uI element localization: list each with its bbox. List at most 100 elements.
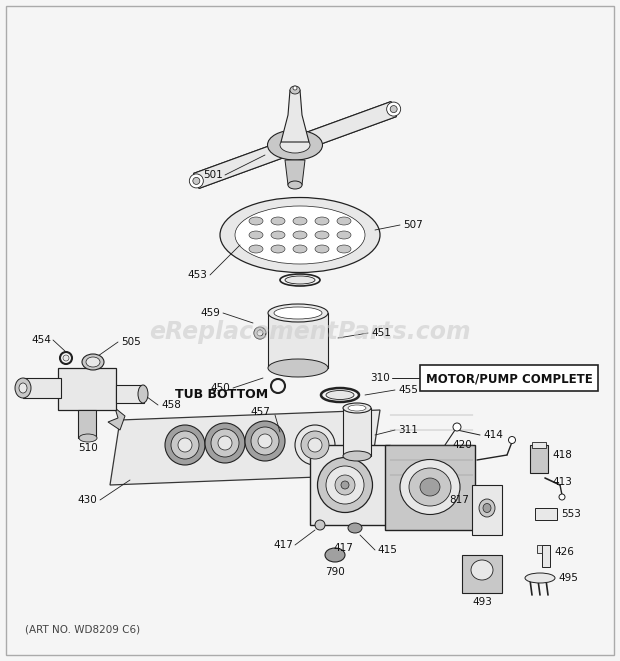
Ellipse shape [193, 177, 200, 184]
Text: TUB BOTTOM: TUB BOTTOM [175, 389, 268, 401]
Ellipse shape [326, 391, 354, 399]
Ellipse shape [220, 198, 380, 272]
Ellipse shape [254, 327, 266, 339]
Ellipse shape [483, 504, 491, 512]
Ellipse shape [267, 130, 322, 160]
Ellipse shape [245, 421, 285, 461]
Ellipse shape [249, 231, 263, 239]
Ellipse shape [218, 436, 232, 450]
Bar [537, 545, 542, 553]
Bar [462, 555, 502, 593]
Ellipse shape [268, 359, 328, 377]
Ellipse shape [293, 231, 307, 239]
Ellipse shape [138, 385, 148, 403]
Ellipse shape [479, 499, 495, 517]
Ellipse shape [271, 245, 285, 253]
Ellipse shape [280, 137, 310, 153]
Polygon shape [110, 410, 380, 485]
Text: 420: 420 [452, 440, 472, 450]
Text: 455: 455 [398, 385, 418, 395]
Ellipse shape [235, 206, 365, 264]
Polygon shape [281, 90, 309, 142]
Ellipse shape [271, 217, 285, 225]
Ellipse shape [295, 425, 335, 465]
Ellipse shape [86, 357, 100, 367]
Ellipse shape [390, 106, 397, 112]
Ellipse shape [290, 86, 300, 94]
Ellipse shape [409, 468, 451, 506]
Ellipse shape [288, 181, 302, 189]
Text: 417: 417 [333, 543, 353, 553]
Ellipse shape [315, 245, 329, 253]
Ellipse shape [257, 330, 263, 336]
Polygon shape [108, 408, 125, 430]
Bar [58, 368, 116, 410]
Text: 450: 450 [210, 383, 230, 393]
Ellipse shape [348, 405, 366, 411]
Text: 457: 457 [250, 407, 270, 417]
Ellipse shape [82, 354, 104, 370]
Bar [530, 445, 548, 473]
Bar [23, 378, 61, 398]
Text: 790: 790 [325, 567, 345, 577]
Text: 458: 458 [161, 400, 181, 410]
Ellipse shape [559, 494, 565, 500]
Ellipse shape [471, 560, 493, 580]
Text: 553: 553 [561, 509, 581, 519]
Text: 817: 817 [449, 495, 469, 505]
Ellipse shape [508, 436, 515, 444]
Text: 501: 501 [203, 170, 223, 180]
Ellipse shape [301, 431, 329, 459]
Ellipse shape [189, 174, 203, 188]
Ellipse shape [343, 451, 371, 461]
Bar [310, 445, 390, 525]
Ellipse shape [268, 304, 328, 322]
Text: eReplacementParts.com: eReplacementParts.com [149, 320, 471, 344]
Ellipse shape [400, 459, 460, 514]
Text: 505: 505 [121, 337, 141, 347]
Text: 310: 310 [370, 373, 390, 383]
Bar [385, 445, 475, 530]
Text: 451: 451 [371, 328, 391, 338]
Text: 507: 507 [403, 220, 423, 230]
Bar [542, 545, 550, 567]
Ellipse shape [317, 457, 373, 512]
Ellipse shape [165, 425, 205, 465]
Ellipse shape [335, 475, 355, 495]
Text: 510: 510 [78, 443, 98, 453]
Ellipse shape [337, 217, 351, 225]
Ellipse shape [525, 573, 555, 583]
Text: 418: 418 [552, 450, 572, 460]
Ellipse shape [178, 438, 192, 452]
Ellipse shape [258, 434, 272, 448]
Text: 493: 493 [472, 597, 492, 607]
Bar [116, 385, 144, 403]
Ellipse shape [293, 217, 307, 225]
Ellipse shape [326, 466, 364, 504]
Ellipse shape [348, 523, 362, 533]
Ellipse shape [249, 217, 263, 225]
Ellipse shape [171, 431, 199, 459]
Text: 417: 417 [273, 540, 293, 550]
Ellipse shape [315, 231, 329, 239]
Bar [535, 508, 557, 520]
Text: 454: 454 [31, 335, 51, 345]
Ellipse shape [63, 355, 69, 361]
Ellipse shape [315, 520, 325, 530]
Ellipse shape [453, 423, 461, 431]
Ellipse shape [341, 481, 349, 489]
Polygon shape [193, 102, 396, 188]
Ellipse shape [337, 245, 351, 253]
Text: 430: 430 [78, 495, 97, 505]
Text: 415: 415 [377, 545, 397, 555]
Text: 414: 414 [483, 430, 503, 440]
Ellipse shape [15, 378, 31, 398]
Ellipse shape [19, 383, 27, 393]
Text: 413: 413 [552, 477, 572, 487]
Polygon shape [285, 160, 305, 185]
Ellipse shape [251, 427, 279, 455]
Text: 426: 426 [554, 547, 574, 557]
Ellipse shape [205, 423, 245, 463]
Ellipse shape [308, 438, 322, 452]
Ellipse shape [337, 231, 351, 239]
